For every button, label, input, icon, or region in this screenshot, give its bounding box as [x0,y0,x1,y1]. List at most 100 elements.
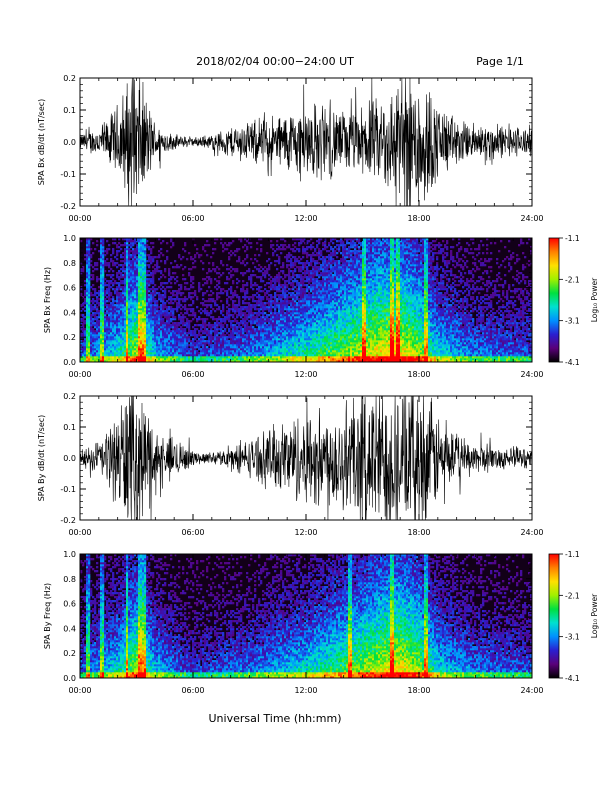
spectrogram-cell [138,342,141,345]
spectrogram-cell [86,350,89,353]
spectrogram-cell [108,282,111,285]
spectrogram-cell [268,324,271,327]
spectrogram-cell [272,358,275,361]
spectrogram-cell [278,276,281,279]
spectrogram-cell [162,294,165,297]
spectrogram-cell [208,262,211,265]
spectrogram-cell [296,360,299,363]
spectrogram-cell [138,244,141,247]
spectrogram-cell [312,308,315,311]
spectrogram-cell [114,320,117,323]
spectrogram-cell [236,322,239,325]
spectrogram-cell [250,344,253,347]
spectrogram-cell [216,266,219,269]
spectrogram-cell [142,356,145,359]
spectrogram-cell [280,276,283,279]
spectrogram-cell [278,310,281,313]
spectrogram-cell [156,346,159,349]
spectrogram-cell [216,288,219,291]
spectrogram-cell [284,298,287,301]
spectrogram-cell [206,304,209,307]
spectrogram-cell [126,242,129,245]
spectrogram-cell [164,330,167,333]
spectrogram-cell [162,302,165,305]
spectrogram-cell [126,348,129,351]
spectrogram-cell [136,306,139,309]
spectrogram-cell [276,276,279,279]
spectrogram-cell [120,244,123,247]
spectrogram-cell [104,352,107,355]
spectrogram-cell [98,346,101,349]
spectrogram-cell [194,344,197,347]
spectrogram-cell [182,316,185,319]
spectrogram-cell [106,350,109,353]
spectrogram-cell [266,316,269,319]
spectrogram-cell [310,316,313,319]
spectrogram-cell [98,322,101,325]
spectrogram-cell [136,240,139,243]
spectrogram-cell [228,314,231,317]
spectrogram-cell [144,320,147,323]
spectrogram-cell [122,338,125,341]
spectrogram-cell [242,272,245,275]
spectrogram-cell [88,264,91,267]
spectrogram-cell [132,270,135,273]
spectrogram-cell [126,246,129,249]
spectrogram-cell [104,264,107,267]
spectrogram-cell [294,268,297,271]
spectrogram-cell [98,292,101,295]
spectrogram-cell [228,278,231,281]
spectrogram-cell [312,336,315,339]
spectrogram-cell [138,270,141,273]
spectrogram-cell [260,286,263,289]
spectrogram-cell [92,330,95,333]
spectrogram-cell [268,290,271,293]
spectrogram-cell [162,358,165,361]
spectrogram-cell [80,272,83,275]
spectrogram-cell [110,302,113,305]
spectrogram-cell [234,340,237,343]
spectrogram-cell [290,310,293,313]
spectrogram-cell [144,300,147,303]
spectrogram-cell [148,288,151,291]
spectrogram-cell [244,330,247,333]
spectrogram-cell [118,314,121,317]
spectrogram-cell [190,276,193,279]
spectrogram-cell [168,302,171,305]
spectrogram-cell [220,334,223,337]
spectrogram-cell [256,358,259,361]
spectrogram-cell [260,250,263,253]
spectrogram-cell [292,282,295,285]
spectrogram-cell [82,326,85,329]
spectrogram-cell [130,246,133,249]
spectrogram-cell [260,298,263,301]
spectrogram-cell [128,346,131,349]
spectrogram-cell [94,268,97,271]
spectrogram-cell [82,354,85,357]
spectrogram-cell [202,352,205,355]
spectrogram-cell [170,298,173,301]
spectrogram-cell [306,284,309,287]
spectrogram-cell [218,360,221,363]
spectrogram-cell [264,292,267,295]
spectrogram-cell [222,340,225,343]
spectrogram-cell [198,334,201,337]
spectrogram-cell [120,358,123,361]
spectrogram-cell [142,270,145,273]
spectrogram-cell [222,308,225,311]
spectrogram-cell [252,344,255,347]
spectrogram-cell [144,312,147,315]
spectrogram-cell [226,290,229,293]
spectrogram-cell [116,302,119,305]
spectrogram-cell [252,296,255,299]
spectrogram-cell [272,342,275,345]
spectrogram-cell [86,248,89,251]
spectrogram-cell [144,252,147,255]
spectrogram-cell [152,328,155,331]
spectrogram-cell [118,294,121,297]
spectrogram-cell [274,332,277,335]
spectrogram-cell [168,324,171,327]
spectrogram-cell [278,314,281,317]
spectrogram-cell [102,288,105,291]
spectrogram-cell [120,334,123,337]
